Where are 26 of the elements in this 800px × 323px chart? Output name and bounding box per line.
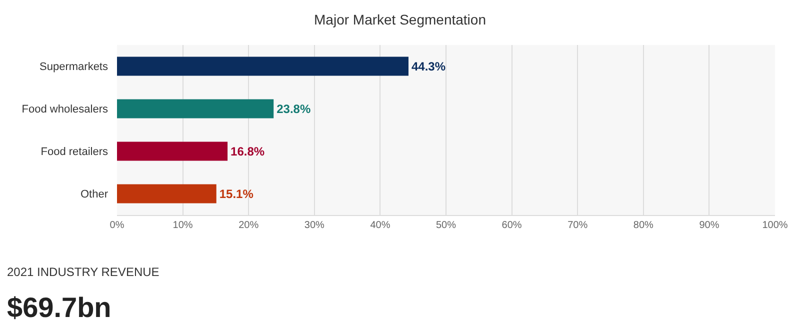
y-tick-label: Supermarkets (40, 61, 108, 74)
chart-title: Major Market Segmentation (314, 11, 486, 28)
x-tick-label: 100% (762, 220, 788, 231)
text: 2021 INDUSTRY REVENUE (7, 265, 160, 279)
x-tick-label: 20% (238, 220, 259, 231)
x-tick-label: 10% (172, 220, 193, 231)
x-tick-label: 30% (304, 220, 325, 231)
x-tick-label: 90% (699, 220, 720, 231)
data-label: 16.8% (230, 144, 265, 158)
x-tick-label: 40% (370, 220, 390, 231)
x-tick-label: 50% (436, 220, 456, 231)
bar (117, 142, 228, 161)
x-tick-label: 60% (502, 220, 522, 231)
x-tick-label: 0% (110, 220, 124, 231)
bar (117, 184, 216, 204)
data-label: 44.3% (411, 59, 446, 74)
x-tick-label: 70% (568, 220, 588, 231)
y-tick-label: Food retailers (40, 146, 108, 158)
data-label: 15.1% (219, 186, 254, 201)
data-label: 23.8% (276, 102, 311, 116)
x-tick-label: 80% (633, 220, 654, 231)
text: $69.7bn (7, 292, 112, 323)
y-tick-label: Food wholesalers (22, 104, 108, 116)
y-tick-label: Other (80, 188, 108, 201)
bar (117, 56, 408, 76)
bar (117, 99, 274, 118)
